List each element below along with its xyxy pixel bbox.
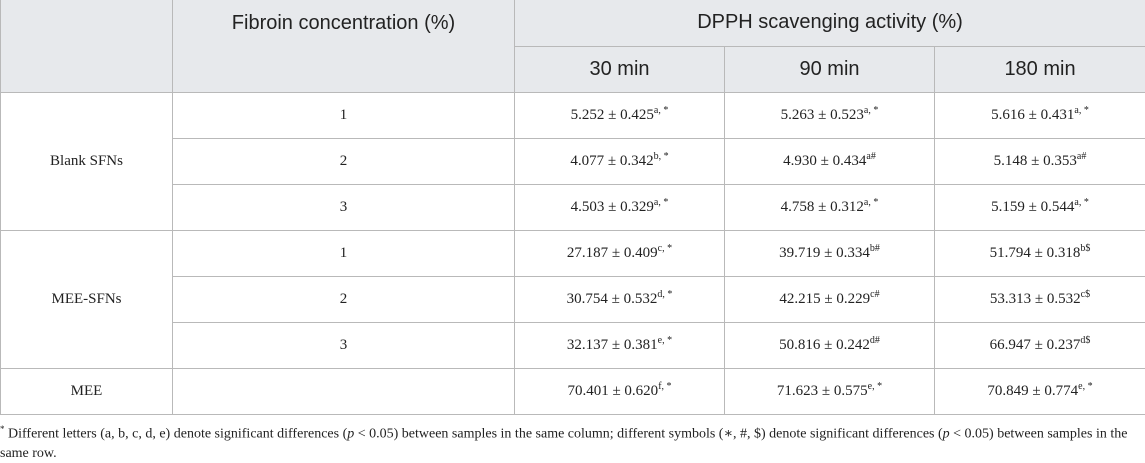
- scavenging-value-cell: 5.148 ± 0.353a#: [935, 138, 1145, 184]
- significance-marker: f, *: [658, 381, 671, 392]
- header-time-30: 30 min: [515, 46, 725, 92]
- value-text: 5.263 ± 0.523: [781, 107, 864, 123]
- fibroin-concentration-cell: 3: [173, 184, 515, 230]
- footnote-text-1: Different letters (a, b, c, d, e) denote…: [5, 427, 348, 442]
- fibroin-concentration-cell: 1: [173, 230, 515, 276]
- header-time-90: 90 min: [725, 46, 935, 92]
- scavenging-value-cell: 4.077 ± 0.342b, *: [515, 138, 725, 184]
- value-text: 4.758 ± 0.312: [781, 199, 864, 215]
- value-text: 4.503 ± 0.329: [571, 199, 654, 215]
- significance-marker: c, *: [658, 243, 672, 254]
- significance-marker: e, *: [1078, 381, 1092, 392]
- value-text: 53.313 ± 0.532: [990, 291, 1081, 307]
- fibroin-concentration-cell: 1: [173, 92, 515, 138]
- header-fibroin-concentration: Fibroin concentration (%): [173, 0, 515, 92]
- scavenging-value-cell: 5.616 ± 0.431a, *: [935, 92, 1145, 138]
- value-text: 50.816 ± 0.242: [779, 337, 870, 353]
- significance-marker: c$: [1081, 289, 1090, 300]
- scavenging-value-cell: 4.930 ± 0.434a#: [725, 138, 935, 184]
- value-text: 71.623 ± 0.575: [777, 383, 868, 399]
- fibroin-concentration-cell: 3: [173, 322, 515, 368]
- fibroin-concentration-cell: [173, 368, 515, 414]
- scavenging-value-cell: 70.401 ± 0.620f, *: [515, 368, 725, 414]
- significance-marker: b$: [1080, 243, 1090, 254]
- scavenging-value-cell: 42.215 ± 0.229c#: [725, 276, 935, 322]
- value-text: 30.754 ± 0.532: [567, 291, 658, 307]
- scavenging-value-cell: 5.159 ± 0.544a, *: [935, 184, 1145, 230]
- value-text: 51.794 ± 0.318: [990, 245, 1081, 261]
- significance-marker: a, *: [654, 197, 668, 208]
- value-text: 70.401 ± 0.620: [567, 383, 658, 399]
- scavenging-value-cell: 50.816 ± 0.242d#: [725, 322, 935, 368]
- header-time-180: 180 min: [935, 46, 1145, 92]
- significance-marker: a#: [1077, 151, 1086, 162]
- significance-marker: a, *: [864, 197, 878, 208]
- header-sample-corner: [1, 0, 173, 92]
- significance-marker: a, *: [1074, 197, 1088, 208]
- significance-marker: c#: [870, 289, 879, 300]
- significance-marker: e, *: [658, 335, 672, 346]
- significance-marker: b, *: [654, 151, 669, 162]
- group-label: MEE: [1, 368, 173, 414]
- scavenging-value-cell: 5.263 ± 0.523a, *: [725, 92, 935, 138]
- scavenging-value-cell: 71.623 ± 0.575e, *: [725, 368, 935, 414]
- value-text: 5.148 ± 0.353: [994, 153, 1077, 169]
- table-footnote: * Different letters (a, b, c, d, e) deno…: [0, 420, 1145, 463]
- scavenging-value-cell: 39.719 ± 0.334b#: [725, 230, 935, 276]
- scavenging-value-cell: 4.503 ± 0.329a, *: [515, 184, 725, 230]
- footnote-text-2: < 0.05) between samples in the same colu…: [354, 427, 942, 442]
- significance-marker: d$: [1080, 335, 1090, 346]
- fibroin-concentration-cell: 2: [173, 276, 515, 322]
- value-text: 39.719 ± 0.334: [779, 245, 870, 261]
- scavenging-value-cell: 4.758 ± 0.312a, *: [725, 184, 935, 230]
- value-text: 4.930 ± 0.434: [783, 153, 866, 169]
- value-text: 4.077 ± 0.342: [570, 153, 653, 169]
- value-text: 70.849 ± 0.774: [987, 383, 1078, 399]
- scavenging-value-cell: 32.137 ± 0.381e, *: [515, 322, 725, 368]
- scavenging-value-cell: 30.754 ± 0.532d, *: [515, 276, 725, 322]
- group-label: MEE-SFNs: [1, 230, 173, 368]
- significance-marker: b#: [870, 243, 880, 254]
- significance-marker: a, *: [654, 105, 668, 116]
- scavenging-value-cell: 53.313 ± 0.532c$: [935, 276, 1145, 322]
- dpph-results-table: Fibroin concentration (%) DPPH scavengin…: [0, 0, 1145, 415]
- value-text: 66.947 ± 0.237: [990, 337, 1081, 353]
- footnote-p-symbol-2: p: [943, 427, 950, 442]
- significance-marker: a#: [866, 151, 875, 162]
- scavenging-value-cell: 66.947 ± 0.237d$: [935, 322, 1145, 368]
- value-text: 5.616 ± 0.431: [991, 107, 1074, 123]
- scavenging-value-cell: 27.187 ± 0.409c, *: [515, 230, 725, 276]
- scavenging-value-cell: 51.794 ± 0.318b$: [935, 230, 1145, 276]
- significance-marker: e, *: [868, 381, 882, 392]
- value-text: 5.252 ± 0.425: [571, 107, 654, 123]
- significance-marker: d#: [870, 335, 880, 346]
- scavenging-value-cell: 70.849 ± 0.774e, *: [935, 368, 1145, 414]
- significance-marker: d, *: [657, 289, 672, 300]
- value-text: 42.215 ± 0.229: [779, 291, 870, 307]
- value-text: 32.137 ± 0.381: [567, 337, 658, 353]
- value-text: 5.159 ± 0.544: [991, 199, 1074, 215]
- group-label: Blank SFNs: [1, 92, 173, 230]
- scavenging-value-cell: 5.252 ± 0.425a, *: [515, 92, 725, 138]
- header-dpph-scavenging: DPPH scavenging activity (%): [515, 0, 1145, 46]
- significance-marker: a, *: [1074, 105, 1088, 116]
- value-text: 27.187 ± 0.409: [567, 245, 658, 261]
- fibroin-concentration-cell: 2: [173, 138, 515, 184]
- significance-marker: a, *: [864, 105, 878, 116]
